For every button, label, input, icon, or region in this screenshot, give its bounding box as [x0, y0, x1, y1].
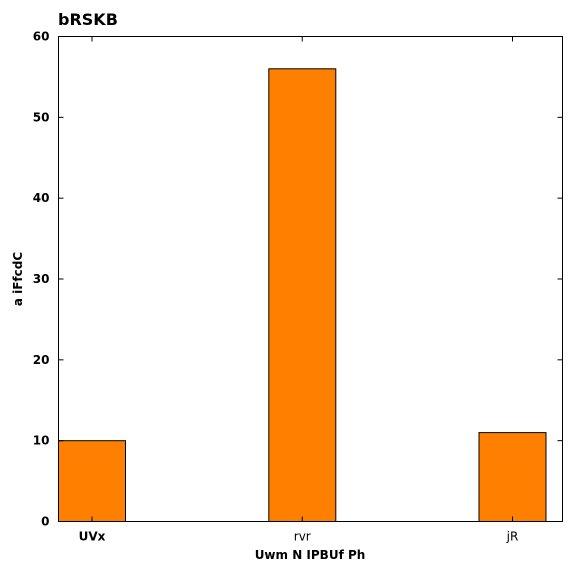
- bar-rvr: [268, 68, 337, 523]
- y-tick-label-10: 10: [33, 434, 50, 448]
- x-tick-label-UVx: UVx: [79, 530, 106, 544]
- y-tick-label-40: 40: [33, 191, 50, 205]
- x-tick-label-jR: jR: [506, 530, 519, 544]
- x-axis-label: Uwm N IPBUf Ph: [255, 548, 366, 562]
- y-tick-label-0: 0: [41, 515, 49, 529]
- y-tick-label-50: 50: [33, 110, 50, 124]
- bar-UVx: [58, 440, 126, 523]
- y-tick-label-60: 60: [33, 30, 50, 44]
- y-tick-label-20: 20: [33, 353, 50, 367]
- x-tick-label-rvr: rvr: [294, 530, 311, 544]
- x-axis-ticks: UVx rvr jR: [79, 36, 519, 544]
- bars-group: [58, 68, 547, 523]
- y-axis-label: a iFfcdC: [11, 252, 25, 307]
- chart-title: bRSKB: [58, 10, 118, 29]
- bar-jR: [478, 432, 547, 523]
- y-tick-label-30: 30: [33, 272, 50, 286]
- y-axis-ticks: 0 10 20 30 40 50 60: [33, 30, 563, 529]
